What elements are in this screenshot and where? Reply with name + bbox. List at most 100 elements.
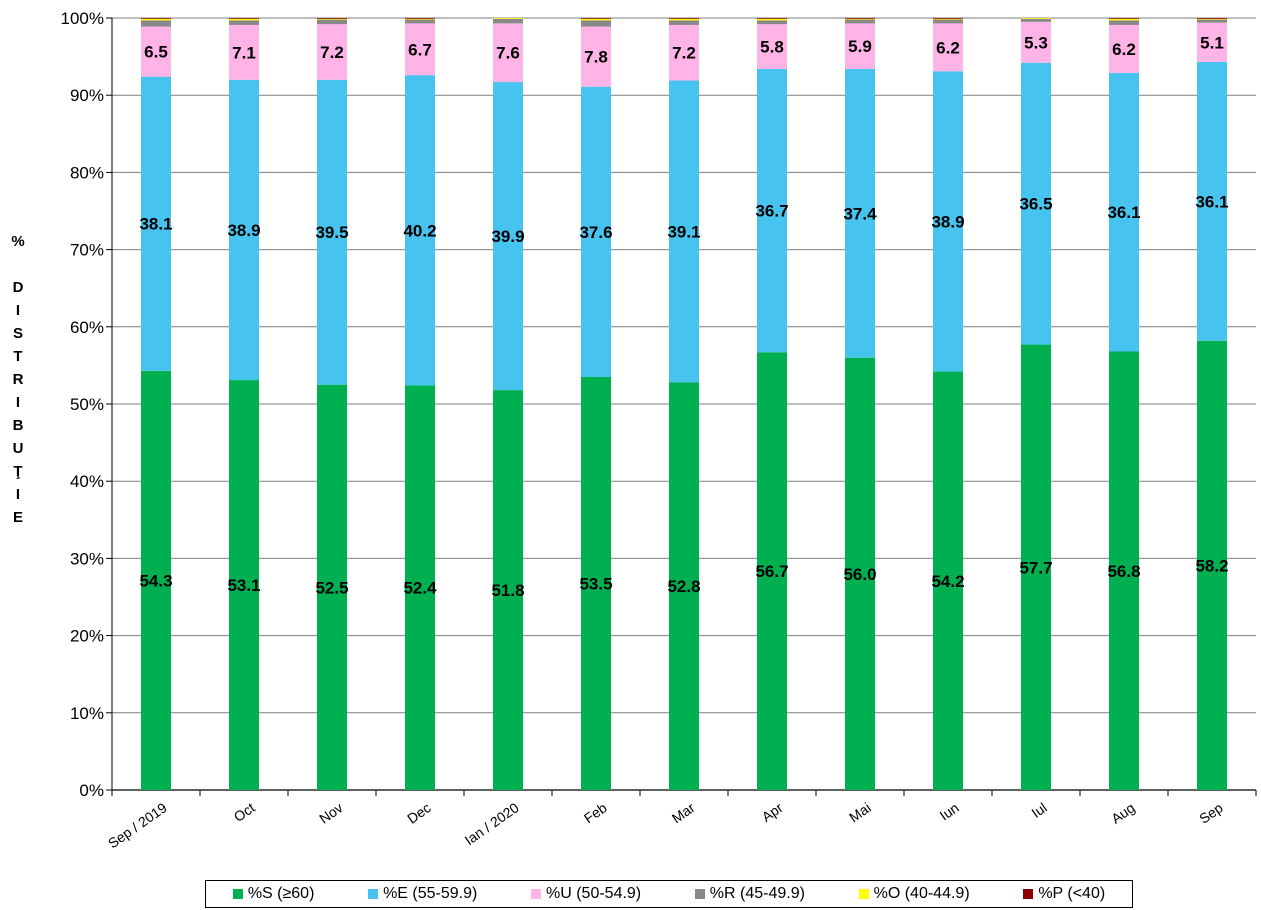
legend-label: %S (≥60): [247, 885, 315, 902]
bar-segment: [1021, 18, 1051, 22]
data-label: 37.4: [843, 204, 877, 223]
bar-segment: [493, 82, 523, 391]
bar-segment: [669, 18, 699, 21]
legend-item: %R (45-49.9): [694, 885, 805, 903]
bar-segment: [757, 18, 787, 21]
bar-segment: [493, 390, 523, 790]
y-tick-label: 0%: [79, 781, 104, 800]
bar-segment: [229, 20, 259, 25]
data-label: 56.8: [1107, 562, 1140, 581]
legend-label: %O (40-44.9): [873, 885, 970, 902]
bar-segment: [933, 19, 963, 24]
data-label: 54.2: [931, 572, 964, 591]
bar-segment: [229, 18, 259, 21]
bar-segment: [493, 18, 523, 19]
data-label: 6.5: [144, 43, 168, 62]
data-label: 52.4: [403, 579, 437, 598]
legend-swatch: [694, 889, 705, 899]
y-tick-label: 40%: [70, 472, 104, 491]
x-tick-label: Iun: [937, 799, 962, 823]
x-tick-label: Nov: [316, 799, 346, 826]
bar-segment: [317, 79, 347, 385]
bar-segment: [845, 18, 875, 20]
bar-segment: [1109, 20, 1139, 25]
bar-segment: [317, 18, 347, 20]
x-tick-label: Mar: [669, 799, 698, 826]
legend-label: %P (<40): [1038, 885, 1106, 902]
legend-swatch: [232, 889, 243, 899]
data-label: 53.5: [579, 574, 612, 593]
data-label: 57.7: [1019, 558, 1052, 577]
legend-item: %U (50-54.9): [530, 885, 641, 903]
bar-segment: [317, 24, 347, 80]
data-label: 5.9: [848, 37, 872, 56]
bar-segment: [229, 24, 259, 80]
bar-segment: [669, 18, 699, 19]
y-axis-label: % D I S T R I B U Ţ I E: [11, 233, 25, 526]
bar-segment: [229, 380, 259, 790]
legend: %S (≥60) %E (55-59.9) %U (50-54.9) %R (45-4…: [205, 880, 1133, 908]
bar-segment: [1021, 21, 1051, 63]
x-tick-label: Oct: [231, 799, 258, 825]
data-label: 36.1: [1107, 203, 1140, 222]
x-tick-label: Aug: [1108, 799, 1138, 826]
bar-segment: [1197, 18, 1227, 19]
x-tick-label: Apr: [759, 799, 786, 825]
bar-segment: [757, 68, 787, 353]
bar-segment: [757, 352, 787, 790]
data-label: 40.2: [403, 221, 436, 240]
data-label: 7.1: [232, 43, 256, 62]
bar-segment: [1109, 351, 1139, 790]
y-tick-label: 90%: [70, 86, 104, 105]
x-tick-label: Mai: [846, 799, 874, 825]
data-label: 53.1: [227, 576, 260, 595]
bar-segment: [1021, 18, 1051, 19]
bar-segment: [669, 24, 699, 81]
bar-segment: [757, 18, 787, 19]
data-label: 58.2: [1195, 556, 1228, 575]
bar-segment: [1109, 18, 1139, 21]
bar-segment: [141, 18, 171, 21]
y-axis-ticks: 0% 10% 20% 30% 40% 50% 60% 70% 80% 90% 100%: [61, 9, 113, 800]
legend-swatch: [368, 889, 379, 899]
bar-segment: [581, 26, 611, 87]
bar-segment: [1197, 62, 1227, 341]
x-tick-label: Iul: [1028, 799, 1049, 821]
bar-segment: [1197, 22, 1227, 63]
bar-segment: [405, 23, 435, 76]
data-label: 5.1: [1200, 33, 1224, 52]
bar-segment: [141, 26, 171, 77]
y-tick-label: 10%: [70, 704, 104, 723]
data-label: 52.8: [667, 577, 700, 596]
data-label: 7.8: [584, 48, 608, 67]
data-label: 36.5: [1019, 195, 1052, 214]
legend-item: %E (55-59.9): [368, 885, 477, 903]
legend-item: %P (<40): [1023, 885, 1105, 903]
bar-segment: [141, 20, 171, 27]
legend-item: %O (40-44.9): [858, 885, 970, 903]
data-label: 38.1: [139, 215, 172, 234]
bar-segment: [405, 385, 435, 790]
y-tick-label: 20%: [70, 627, 104, 646]
bars: [141, 18, 1227, 790]
bar-segment: [581, 86, 611, 377]
bar-segment: [1197, 19, 1227, 23]
data-label: 56.0: [843, 565, 876, 584]
x-tick-label: Dec: [404, 799, 434, 826]
x-tick-label: Sep: [1196, 799, 1226, 827]
bar-segment: [141, 370, 171, 790]
data-label: 7.6: [496, 44, 520, 63]
data-label: 39.5: [315, 223, 348, 242]
data-label: 39.1: [667, 222, 700, 241]
data-label: 6.2: [1112, 40, 1136, 59]
data-label: 37.6: [579, 223, 612, 242]
data-label: 51.8: [491, 581, 524, 600]
bar-segment: [405, 75, 435, 386]
y-tick-label: 30%: [70, 549, 104, 568]
y-tick-label: 70%: [70, 241, 104, 260]
data-label: 36.1: [1195, 192, 1228, 211]
bar-segment: [845, 18, 875, 19]
y-tick-label: 60%: [70, 318, 104, 337]
bar-segment: [317, 19, 347, 25]
